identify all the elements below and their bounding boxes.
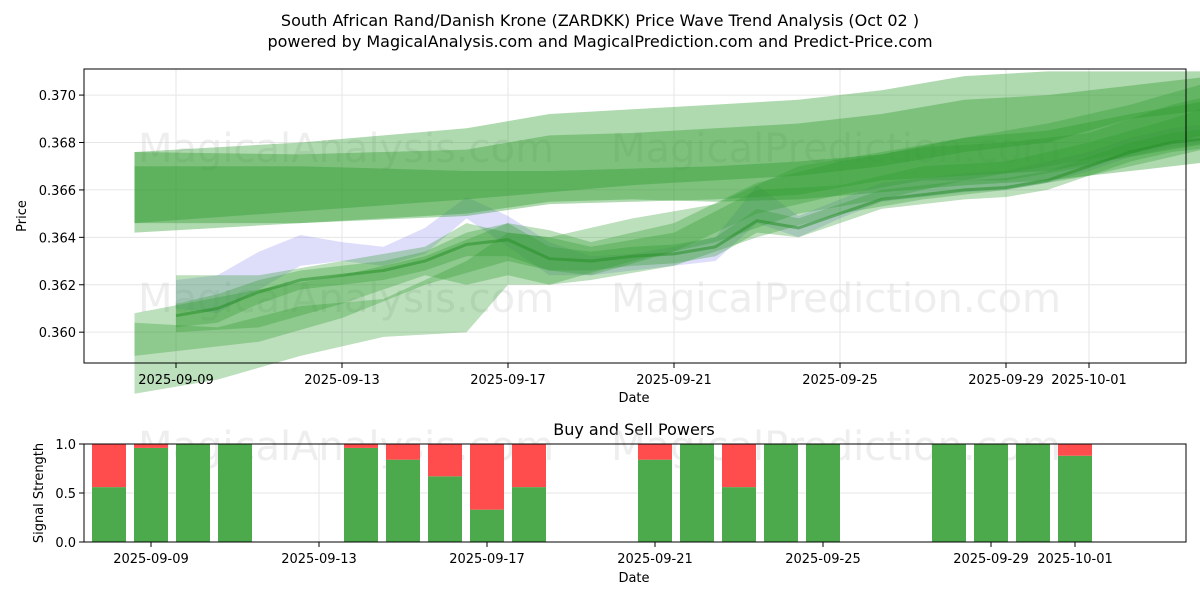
buy-bar [638, 459, 672, 542]
sell-bar [92, 444, 126, 488]
bottom-y-axis-label: Signal Strength [32, 443, 47, 543]
top-plot-frame [83, 68, 1187, 364]
top-x-tick-label: 2025-09-21 [636, 373, 712, 388]
buy-bar [512, 487, 546, 542]
wave-band-green-wave-band-2 [176, 109, 1200, 333]
chart-title: South African Rand/Danish Krone (ZARDKK)… [281, 11, 919, 30]
top-y-ticks: 0.360 0.362 0.364 0.366 0.368 0.370 [39, 89, 84, 341]
top-x-tick-label: 2025-10-01 [1051, 373, 1127, 388]
bottom-x-tick-label: 2025-10-01 [1037, 552, 1113, 567]
buy-bar [218, 444, 252, 542]
wave-band-green-trend-band-mid [134, 77, 1200, 224]
bottom-x-tick-label: 2025-09-25 [785, 552, 861, 567]
top-x-tick-label: 2025-09-13 [304, 373, 380, 388]
buy-bar [932, 444, 966, 542]
bottom-x-axis-label: Date [618, 571, 649, 586]
sell-bar [386, 444, 420, 460]
wave-band-green-wave-band-3 [134, 98, 1200, 356]
sell-bar [344, 444, 378, 448]
top-grid [84, 69, 1186, 363]
bottom-y-tick-label: 0.5 [55, 487, 76, 502]
sell-bar [638, 444, 672, 460]
top-y-tick-label: 0.362 [39, 279, 76, 294]
bottom-x-tick-label: 2025-09-09 [113, 552, 189, 567]
buy-bar [722, 487, 756, 542]
top-bands [134, 71, 1200, 394]
sell-bar [722, 444, 756, 488]
top-y-axis-label: Price [15, 200, 30, 232]
bottom-y-tick-label: 1.0 [55, 438, 76, 453]
bottom-y-ticks: 0.0 0.5 1.0 [55, 438, 84, 551]
bottom-bars [92, 444, 1092, 542]
watermark-text: MagicalAnalysis.com [138, 126, 554, 172]
top-y-tick-label: 0.360 [39, 326, 76, 341]
buy-bar [386, 459, 420, 542]
top-y-tick-label: 0.366 [39, 184, 76, 199]
top-x-axis-label: Date [618, 391, 649, 406]
bottom-x-tick-label: 2025-09-29 [953, 552, 1029, 567]
buy-bar [92, 487, 126, 542]
wave-band-green-trend-band-low [134, 102, 1200, 233]
wave-band-green-wave-band-4 [134, 84, 1200, 394]
wave-core-line [175, 137, 1200, 318]
sell-bar [1058, 444, 1092, 456]
buy-bar [428, 476, 462, 542]
top-x-tick-label: 2025-09-29 [968, 373, 1044, 388]
watermark-text: MagicalPrediction.com [611, 126, 1061, 172]
top-y-tick-label: 0.364 [39, 231, 76, 246]
buy-bar [764, 444, 798, 542]
buy-bar [344, 447, 378, 542]
bottom-x-tick-label: 2025-09-21 [617, 552, 693, 567]
buy-bar [974, 444, 1008, 542]
buy-bar [176, 444, 210, 542]
top-x-tick-label: 2025-09-17 [470, 373, 546, 388]
watermark-text: MagicalAnalysis.com [138, 276, 554, 322]
buy-bar [470, 509, 504, 542]
buy-bar [1016, 444, 1050, 542]
buy-bar [1058, 455, 1092, 542]
bottom-chart-title: Buy and Sell Powers [553, 420, 715, 439]
buy-bar [680, 444, 714, 542]
buy-bar [134, 447, 168, 542]
top-y-tick-label: 0.370 [39, 89, 76, 104]
bottom-y-tick-label: 0.0 [55, 536, 76, 551]
watermark-text: MagicalPrediction.com [611, 276, 1061, 322]
sell-bar [134, 444, 168, 448]
sell-bar [428, 444, 462, 477]
bottom-x-ticks: 2025-09-09 2025-09-13 2025-09-17 2025-09-21… [113, 542, 1113, 567]
top-x-tick-label: 2025-09-25 [802, 373, 878, 388]
top-x-tick-label: 2025-09-09 [138, 373, 214, 388]
top-watermarks: MagicalAnalysis.com MagicalPrediction.com… [138, 126, 1061, 322]
bottom-x-tick-label: 2025-09-17 [449, 552, 525, 567]
top-y-tick-label: 0.368 [39, 137, 76, 152]
buy-bar [806, 444, 840, 542]
bottom-x-tick-label: 2025-09-13 [281, 552, 357, 567]
wave-band-green-trend-band-top [134, 71, 1200, 224]
top-x-ticks: 2025-09-09 2025-09-13 2025-09-17 2025-09-21… [138, 363, 1127, 388]
sell-bar [512, 444, 546, 488]
chart-subtitle: powered by MagicalAnalysis.com and Magic… [267, 32, 932, 51]
sell-bar [470, 444, 504, 510]
